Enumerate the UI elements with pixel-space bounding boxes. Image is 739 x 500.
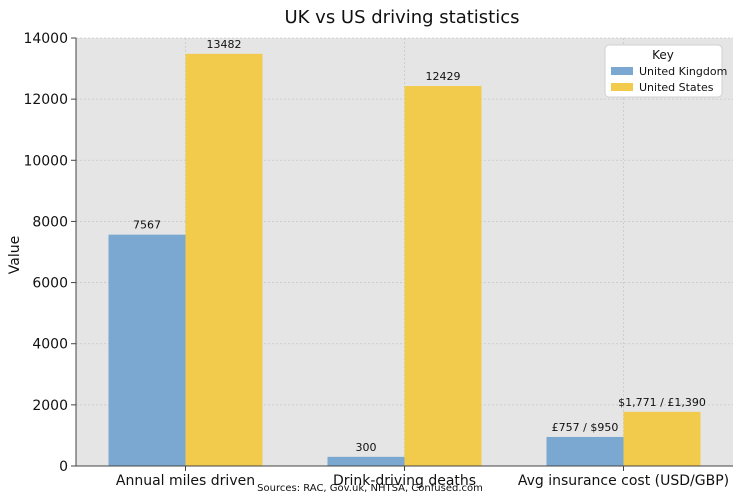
legend-swatch (611, 67, 633, 75)
data-label: $1,771 / £1,390 (618, 396, 706, 409)
data-label: £757 / $950 (552, 421, 619, 434)
legend-title: Key (652, 48, 674, 62)
y-tick-label: 12000 (23, 92, 68, 108)
bar-united-kingdom-2 (546, 436, 624, 466)
bar-united-kingdom-0 (108, 234, 186, 466)
data-label: 7567 (133, 219, 161, 232)
y-tick-label: 4000 (32, 337, 68, 353)
axes: 0 2000 4000 6000 8000 10000 12000 14000 Annual m… (23, 31, 733, 489)
legend-label: United Kingdom (639, 65, 727, 78)
legend-swatch (611, 83, 633, 91)
legend: Key United Kingdom United States (604, 44, 727, 98)
legend-label: United States (639, 81, 714, 94)
data-label: 12429 (426, 70, 461, 83)
legend-box (604, 44, 723, 98)
data-label: 300 (356, 441, 377, 454)
bar-united-states-0 (185, 53, 263, 466)
x-tick-label: Avg insurance cost (USD/GBP) (518, 473, 729, 489)
source-text: Sources: RAC, Gov.uk, NHTSA, Confused.co… (257, 483, 483, 494)
y-tick-label: 6000 (32, 276, 68, 292)
data-label: 13482 (207, 38, 242, 51)
bar-united-states-1 (404, 86, 482, 467)
plot-area: 7567 13482 300 12429 £757 / $950 $1,771 / £1,… (23, 31, 733, 489)
x-tick-label: Drink-driving deaths (333, 473, 476, 489)
y-tick-label: 2000 (32, 398, 68, 414)
x-tick-label: Annual miles driven (116, 473, 255, 489)
chart-title: UK vs US driving statistics (284, 7, 519, 28)
y-tick-label: 10000 (23, 153, 68, 169)
bar-united-states-2 (623, 411, 701, 466)
bars: 7567 13482 300 12429 £757 / $950 $1,771 / £1,… (108, 38, 706, 467)
y-tick-label: 8000 (32, 214, 68, 230)
bar-united-kingdom-1 (327, 456, 405, 466)
y-axis-label: Value (7, 236, 23, 274)
y-tick-label: 14000 (23, 31, 68, 47)
y-tick-label: 0 (59, 459, 68, 475)
